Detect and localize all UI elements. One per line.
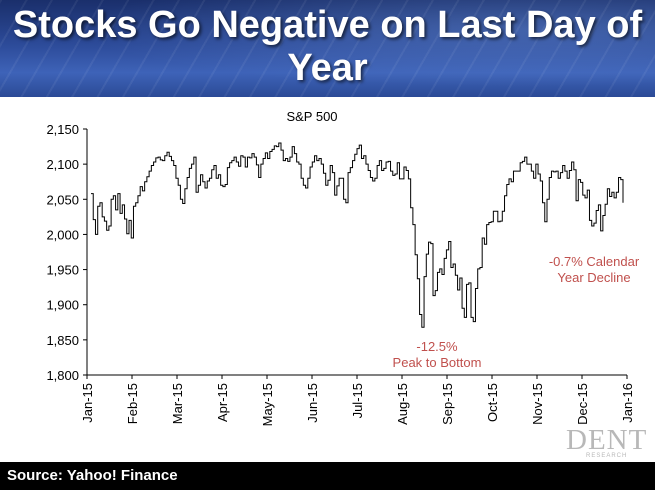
x-tick-label: Jan-15 <box>80 383 95 423</box>
x-tick-label: Nov-15 <box>530 383 545 425</box>
title-banner: Stocks Go Negative on Last Day of Year <box>0 0 655 97</box>
x-tick-label: Jun-15 <box>305 383 320 423</box>
footer-bar: Source: Yahoo! Finance <box>0 462 655 490</box>
y-tick-label: 1,950 <box>46 263 79 278</box>
slide-title: Stocks Go Negative on Last Day of Year <box>12 4 643 89</box>
sp500-chart: 2,150 2,100 2,050 2,000 1,950 1,900 1,850 1,800… <box>46 109 640 426</box>
y-tick-label: 2,050 <box>46 192 79 207</box>
x-tick-label: Sep-15 <box>440 383 455 425</box>
source-label: Source: Yahoo! Finance <box>7 467 178 484</box>
y-tick-label: 1,850 <box>46 333 79 348</box>
x-tick-label: Jul-15 <box>350 383 365 418</box>
x-tick-label: Mar-15 <box>170 383 185 424</box>
y-tick-label: 2,100 <box>46 157 79 172</box>
x-tick-label: Dec-15 <box>575 383 590 425</box>
x-tick-label: Jan-16 <box>620 383 635 423</box>
chart-area: 2,150 2,100 2,050 2,000 1,950 1,900 1,850 1,800… <box>0 97 655 459</box>
annotation-year-label: Year Decline <box>557 270 630 285</box>
y-tick-label: 1,800 <box>46 368 79 383</box>
sp500-series-line <box>91 142 624 328</box>
annotation-peak-label: Peak to Bottom <box>393 355 482 370</box>
y-tick-label: 1,900 <box>46 298 79 313</box>
x-tick-label: May-15 <box>260 383 275 426</box>
annotation-peak-percent: -12.5% <box>416 339 458 354</box>
chart-title: S&P 500 <box>286 109 337 124</box>
y-tick-label: 2,000 <box>46 227 79 242</box>
dent-logo: DENT RESEARCH <box>566 425 646 461</box>
logo-wordmark: DENT <box>566 424 648 456</box>
x-tick-label: Feb-15 <box>125 383 140 424</box>
annotation-year-percent: -0.7% Calendar <box>549 254 640 269</box>
y-tick-label: 2,150 <box>46 122 79 137</box>
x-tick-label: Apr-15 <box>215 383 230 422</box>
logo-subtext: RESEARCH <box>586 453 628 459</box>
x-tick-label: Aug-15 <box>395 383 410 425</box>
x-tick-label: Oct-15 <box>485 383 500 422</box>
